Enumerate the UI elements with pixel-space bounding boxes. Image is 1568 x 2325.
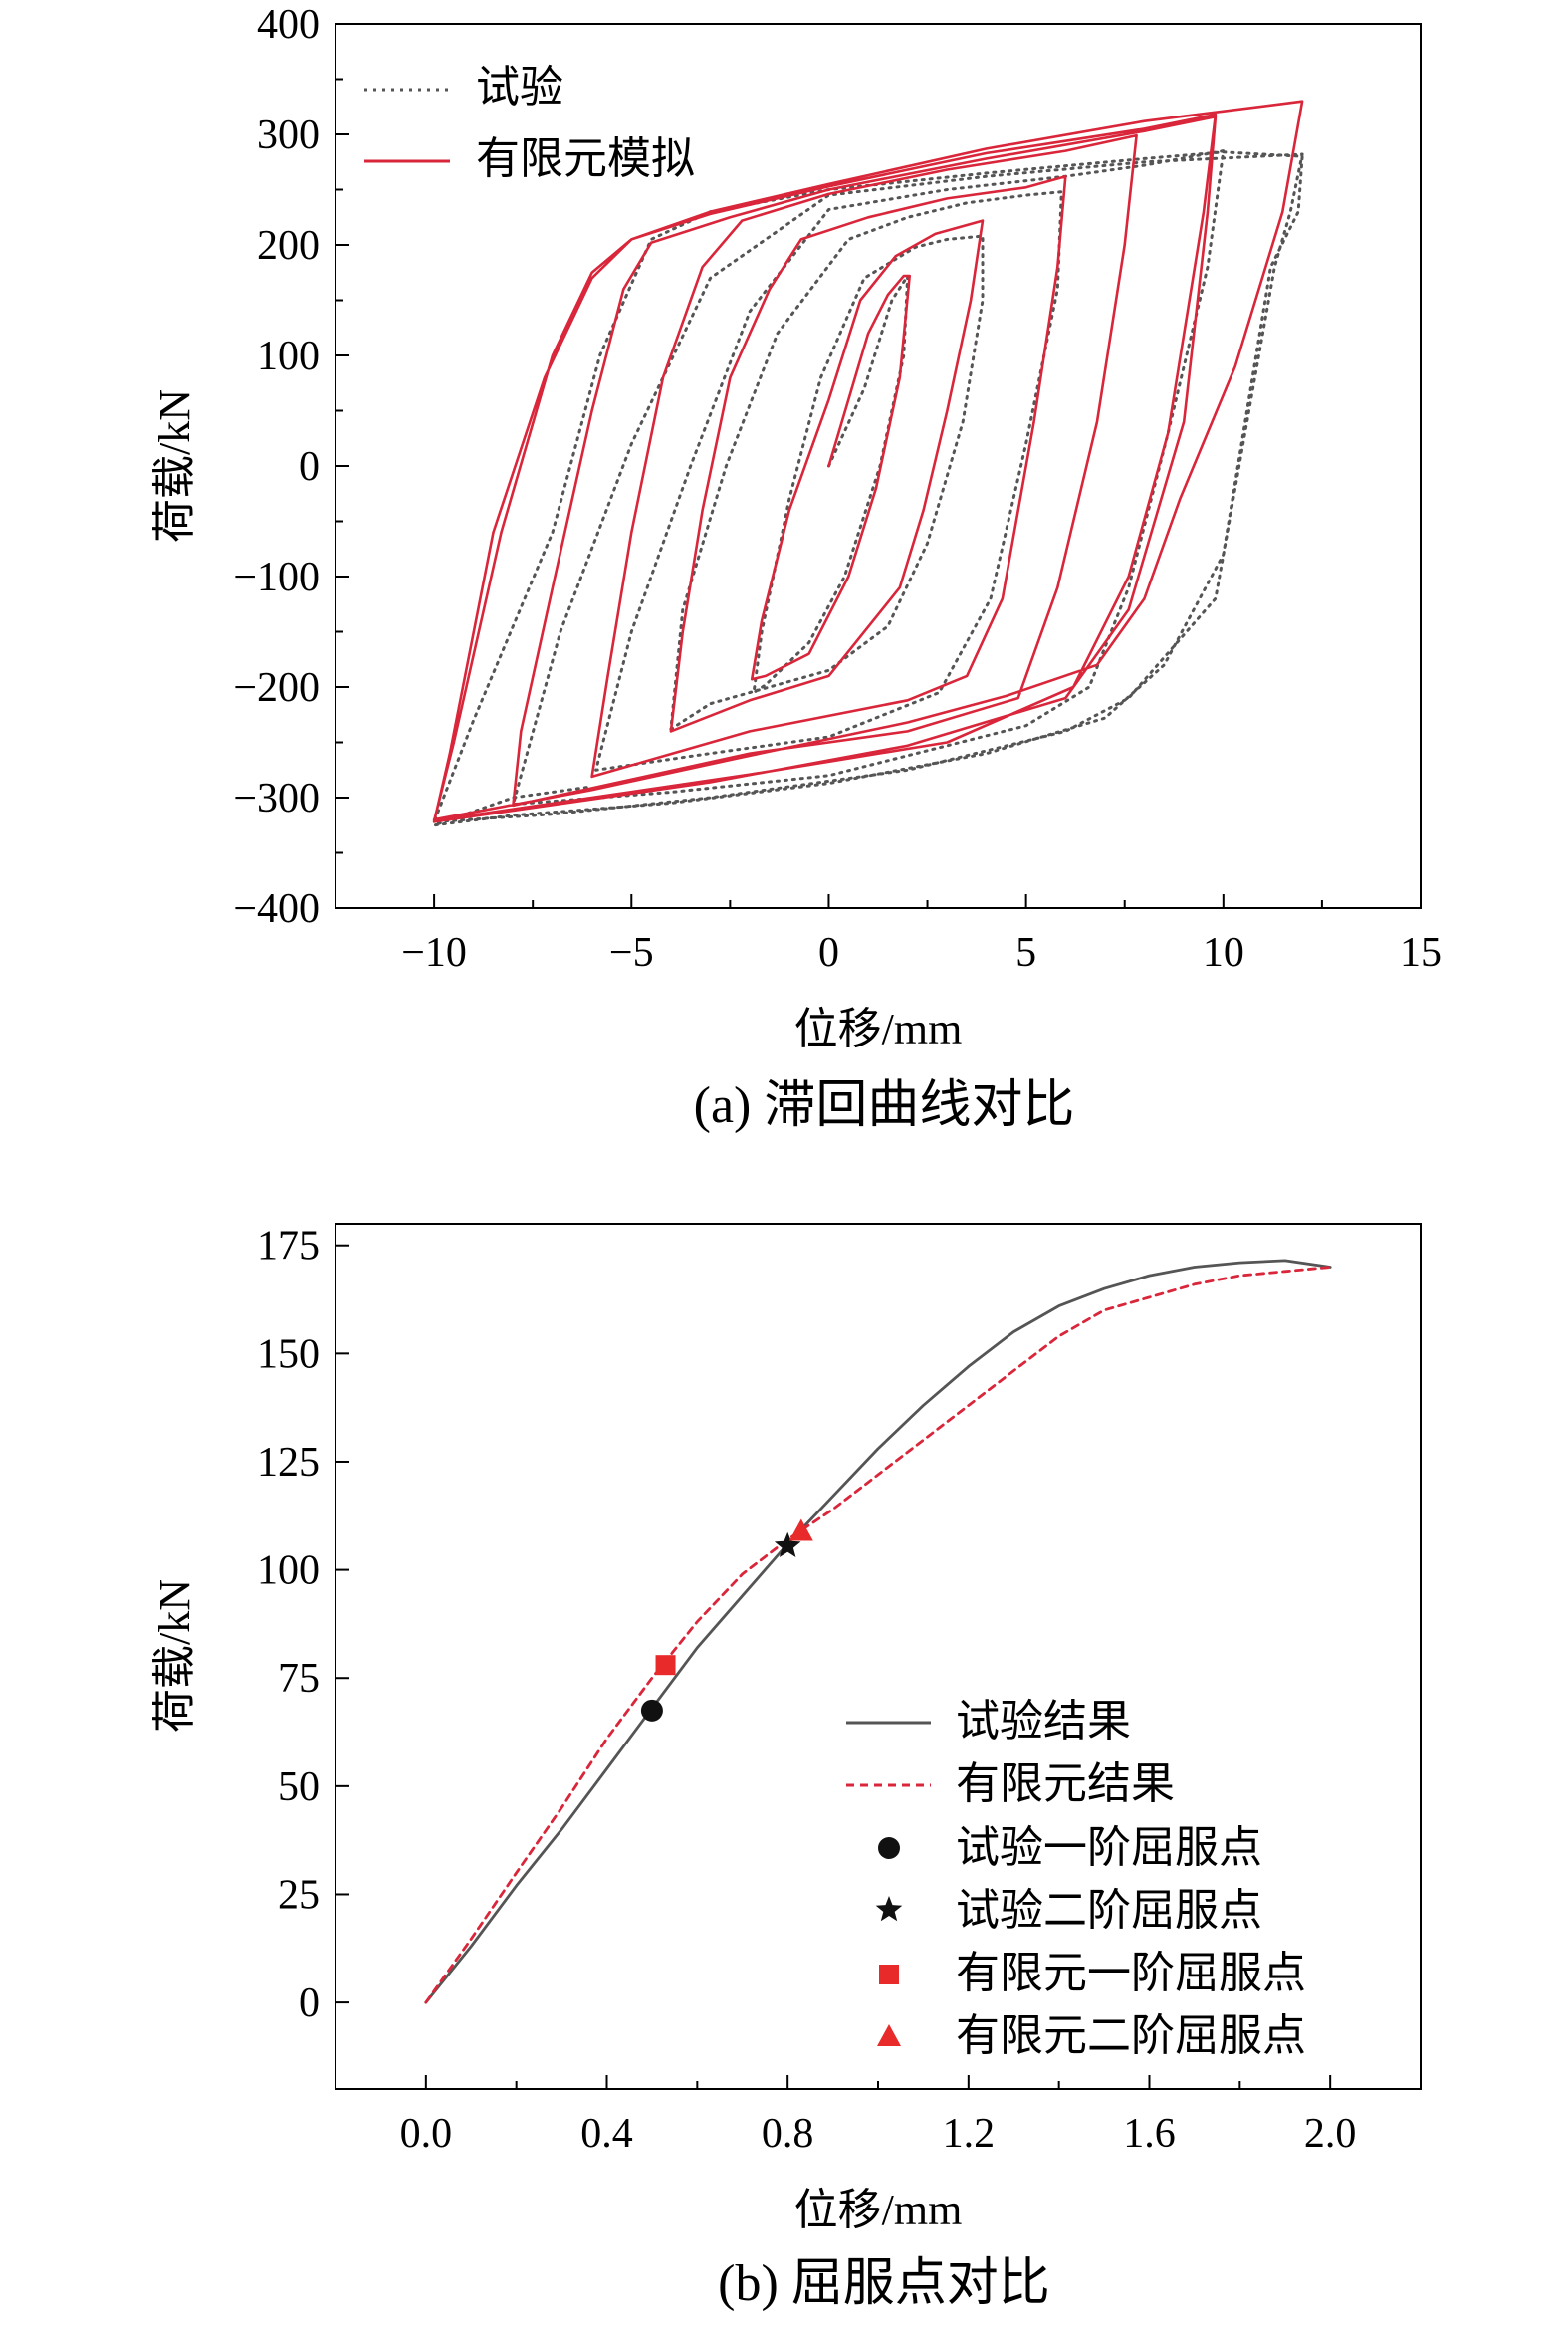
- caption-b: (b) 屈服点对比: [718, 2255, 1050, 2312]
- x-tick-label-b: 0.8: [762, 2111, 814, 2157]
- y-tick-label-a: 100: [257, 334, 320, 379]
- x-tick-label-b: 1.6: [1123, 2111, 1176, 2157]
- y-tick-label-a: 0: [299, 444, 320, 490]
- x-axis-label-b: 位移/mm: [794, 2186, 963, 2234]
- legend-label-test-yield-1: 试验一阶屈服点: [956, 1823, 1262, 1872]
- series-line-test: [432, 149, 1304, 827]
- x-tick-label-a: 0: [818, 930, 839, 976]
- y-tick-label-b: 0: [299, 1980, 320, 2026]
- y-axis-label-a: 荷载/kN: [150, 389, 199, 543]
- y-tick-label-b: 75: [278, 1656, 320, 1702]
- y-tick-label-a: −400: [233, 886, 320, 932]
- legend-a: 试验 有限元模拟: [364, 63, 695, 183]
- legend-label-test-yield-2: 试验二阶屈服点: [956, 1886, 1262, 1935]
- chart-panel-b: 0.0 0.4 0.8 1.2 1.6 2.0 0 25 50 75 100 125 150 175 试验…: [150, 1223, 1422, 2312]
- x-tick-label-b: 2.0: [1304, 2111, 1357, 2157]
- legend-label-fem-yield-2: 有限元二阶屈服点: [956, 2011, 1306, 2060]
- series-line-fem-result: [424, 1266, 1332, 2004]
- y-tick-label-a: −100: [233, 555, 320, 600]
- y-tick-label-b: 50: [278, 1764, 320, 1810]
- marker-test-yield-1: [640, 1699, 663, 1722]
- x-tick-label-a: 10: [1203, 930, 1244, 976]
- legend-label-fem-yield-1: 有限元一阶屈服点: [956, 1949, 1306, 1997]
- legend-b: 试验结果 有限元结果 试验一阶屈服点 试验二阶屈服点 有限元一阶屈服点 有限元二…: [846, 1697, 1306, 2060]
- legend-marker-fem-yield-2: [877, 2024, 901, 2046]
- x-tick-label-a: −10: [401, 930, 467, 976]
- caption-a: (a) 滞回曲线对比: [694, 1077, 1075, 1134]
- y-tick-label-a: 300: [257, 113, 320, 158]
- y-tick-label-b: 150: [257, 1331, 320, 1377]
- y-tick-label-b: 125: [257, 1440, 320, 1486]
- legend-marker-test-yield-1: [878, 1837, 900, 1859]
- legend-label-test: 试验: [476, 63, 563, 112]
- marker-fem-yield-1: [655, 1655, 676, 1676]
- y-tick-label-a: −300: [233, 776, 320, 821]
- axis-ticks-a: −10 −5 0 5 10 15 −400 −300 −200 −100 0 100 200 300 400: [233, 2, 1442, 976]
- legend-label-test-result: 试验结果: [956, 1697, 1131, 1745]
- y-tick-label-b: 175: [257, 1224, 320, 1270]
- y-tick-label-b: 25: [278, 1872, 320, 1918]
- x-tick-label-a: −5: [609, 930, 654, 976]
- y-tick-label-b: 100: [257, 1548, 320, 1594]
- x-axis-label-a: 位移/mm: [794, 1005, 963, 1053]
- axis-ticks-b: 0.0 0.4 0.8 1.2 1.6 2.0 0 25 50 75 100 125 150 175: [257, 1224, 1356, 2157]
- markers-group-b: [640, 1518, 813, 1722]
- series-line-test-result: [424, 1259, 1332, 2004]
- series-line-fem: [432, 100, 1304, 823]
- y-tick-label-a: 400: [257, 2, 320, 48]
- marker-test-yield-2: [774, 1531, 801, 1557]
- legend-marker-fem-yield-1: [879, 1965, 899, 1984]
- series-group-a: [432, 100, 1304, 827]
- y-tick-label-a: −200: [233, 665, 320, 711]
- x-tick-label-a: 5: [1015, 930, 1036, 976]
- x-tick-label-a: 15: [1400, 930, 1442, 976]
- x-tick-label-b: 0.4: [580, 2111, 633, 2157]
- y-axis-label-b: 荷载/kN: [150, 1579, 199, 1733]
- series-group-b: [424, 1259, 1332, 2004]
- legend-label-fem-result: 有限元结果: [956, 1759, 1175, 1808]
- x-tick-label-b: 1.2: [943, 2111, 996, 2157]
- y-tick-label-a: 200: [257, 223, 320, 269]
- marker-fem-yield-2: [788, 1518, 813, 1541]
- x-tick-label-b: 0.0: [400, 2111, 453, 2157]
- legend-label-fem: 有限元模拟: [476, 134, 695, 183]
- legend-marker-test-yield-2: [875, 1896, 903, 1922]
- chart-panel-a: −10 −5 0 5 10 15 −400 −300 −200 −100 0 100 200 300 400…: [150, 2, 1442, 1134]
